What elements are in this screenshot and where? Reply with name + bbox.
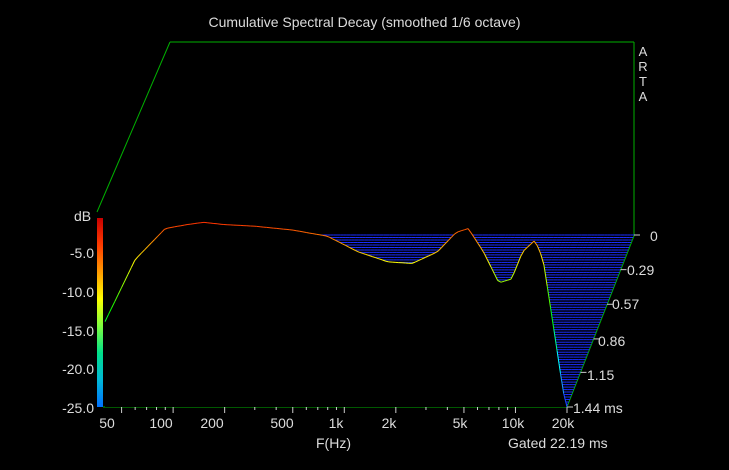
frame-edge-left (96, 41, 171, 213)
decay-curves (104, 221, 634, 408)
frame-edge-depth (566, 235, 635, 408)
